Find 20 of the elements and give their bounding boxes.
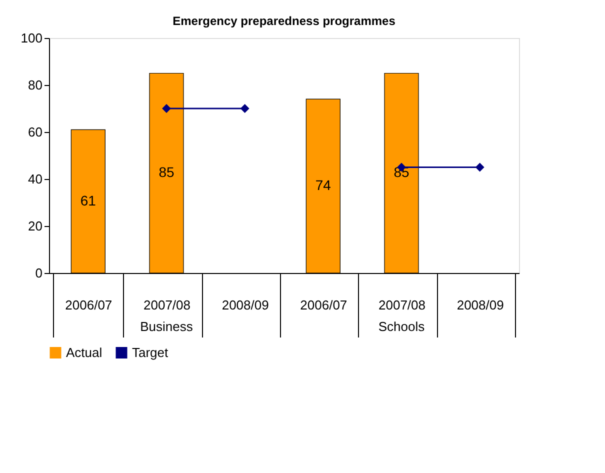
x-tick-label: 2006/07 <box>65 298 112 312</box>
text: Business <box>140 319 194 334</box>
y-tick-label: 80 <box>28 78 42 92</box>
legend-label: Target <box>132 344 169 360</box>
y-tick-label: 100 <box>20 30 42 46</box>
x-tick-label: 2007/08 <box>144 298 190 312</box>
data-label: 61 <box>80 192 96 208</box>
x-tick-label: 2006/07 <box>300 298 348 312</box>
y-tick-label: 40 <box>28 172 42 186</box>
legend-label: Actual <box>66 344 102 360</box>
data-label: 85 <box>158 164 174 180</box>
x-tick-label: 2008/09 <box>222 298 269 312</box>
chart-title: Emergency preparedness programmes <box>172 14 396 28</box>
text: Schools <box>378 319 426 334</box>
y-tick-label: 0 <box>35 266 42 280</box>
x-tick-label: 2007/08 <box>378 298 426 312</box>
y-tick-label: 60 <box>28 124 42 140</box>
x-tick-label: 2008/09 <box>456 298 504 312</box>
data-label: 74 <box>315 177 332 194</box>
y-tick-label: 20 <box>28 218 42 234</box>
